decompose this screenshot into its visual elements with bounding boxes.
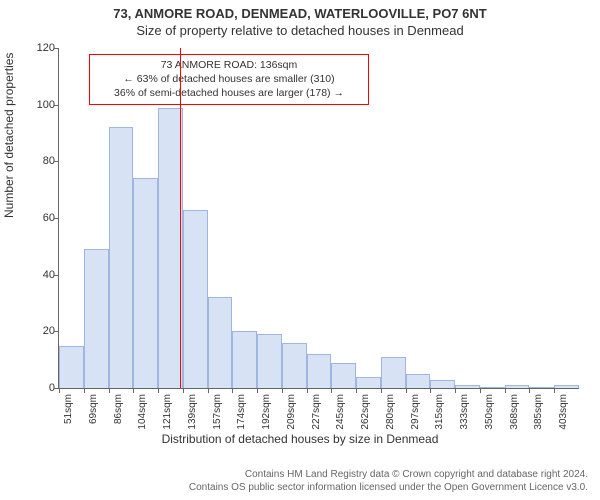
- y-tick-label: 60: [25, 212, 55, 224]
- histogram-bar: [480, 387, 505, 388]
- x-tick-mark: [208, 388, 209, 393]
- histogram-bar: [257, 334, 282, 388]
- x-tick-mark: [505, 388, 506, 393]
- histogram-bar: [356, 377, 381, 388]
- histogram-bar: [381, 357, 406, 388]
- y-tick-label: 20: [25, 325, 55, 337]
- footer-line1: Contains HM Land Registry data © Crown c…: [0, 469, 588, 482]
- x-tick-label: 350sqm: [484, 394, 495, 436]
- histogram-bar: [84, 249, 109, 388]
- x-tick-label: 174sqm: [236, 394, 247, 436]
- histogram-bar: [109, 127, 134, 388]
- y-axis-label: Number of detached properties: [2, 53, 16, 218]
- page-title-line2: Size of property relative to detached ho…: [0, 21, 600, 42]
- x-tick-mark: [59, 388, 60, 393]
- footer-attribution: Contains HM Land Registry data © Crown c…: [0, 469, 588, 494]
- y-tick-mark: [54, 48, 59, 49]
- histogram-bar: [455, 385, 480, 388]
- x-tick-label: 385sqm: [533, 394, 544, 436]
- x-tick-label: 262sqm: [360, 394, 371, 436]
- y-tick-label: 40: [25, 269, 55, 281]
- x-tick-mark: [430, 388, 431, 393]
- subject-marker-line: [180, 48, 181, 388]
- x-tick-mark: [554, 388, 555, 393]
- x-tick-label: 157sqm: [212, 394, 223, 436]
- x-tick-label: 297sqm: [410, 394, 421, 436]
- histogram-bar: [208, 297, 233, 388]
- x-tick-label: 51sqm: [63, 394, 74, 436]
- y-tick-mark: [54, 275, 59, 276]
- y-tick-label: 80: [25, 155, 55, 167]
- y-tick-mark: [54, 331, 59, 332]
- histogram-bar: [133, 178, 158, 388]
- page-title-line1: 73, ANMORE ROAD, DENMEAD, WATERLOOVILLE,…: [0, 0, 600, 21]
- y-tick-mark: [54, 218, 59, 219]
- x-tick-label: 368sqm: [509, 394, 520, 436]
- histogram-bar: [282, 343, 307, 388]
- x-tick-label: 86sqm: [113, 394, 124, 436]
- x-tick-label: 69sqm: [88, 394, 99, 436]
- x-tick-mark: [307, 388, 308, 393]
- x-tick-label: 192sqm: [261, 394, 272, 436]
- x-tick-label: 121sqm: [162, 394, 173, 436]
- y-tick-mark: [54, 105, 59, 106]
- histogram-bar: [183, 210, 208, 389]
- x-tick-label: 280sqm: [385, 394, 396, 436]
- annotation-line2: ← 63% of detached houses are smaller (31…: [96, 72, 362, 86]
- x-tick-mark: [109, 388, 110, 393]
- x-tick-mark: [133, 388, 134, 393]
- histogram-bar: [554, 385, 579, 388]
- x-tick-mark: [529, 388, 530, 393]
- annotation-line1: 73 ANMORE ROAD: 136sqm: [96, 58, 362, 72]
- x-tick-mark: [406, 388, 407, 393]
- x-tick-label: 227sqm: [311, 394, 322, 436]
- x-tick-label: 104sqm: [137, 394, 148, 436]
- chart-container: 73, ANMORE ROAD, DENMEAD, WATERLOOVILLE,…: [0, 0, 600, 500]
- x-tick-mark: [480, 388, 481, 393]
- histogram-bar: [529, 387, 554, 388]
- x-tick-mark: [232, 388, 233, 393]
- x-tick-label: 403sqm: [558, 394, 569, 436]
- y-tick-label: 0: [25, 382, 55, 394]
- histogram-bar: [307, 354, 332, 388]
- x-tick-label: 333sqm: [459, 394, 470, 436]
- x-tick-label: 315sqm: [434, 394, 445, 436]
- x-tick-label: 245sqm: [335, 394, 346, 436]
- histogram-bar: [59, 346, 84, 389]
- histogram-bar: [406, 374, 431, 388]
- histogram-bar: [331, 363, 356, 389]
- histogram-bar: [232, 331, 257, 388]
- plot-area: 73 ANMORE ROAD: 136sqm ← 63% of detached…: [58, 48, 579, 389]
- y-tick-mark: [54, 161, 59, 162]
- x-tick-mark: [183, 388, 184, 393]
- y-tick-label: 100: [25, 99, 55, 111]
- histogram-bar: [430, 380, 455, 389]
- x-tick-mark: [257, 388, 258, 393]
- x-tick-label: 139sqm: [187, 394, 198, 436]
- y-tick-label: 120: [25, 42, 55, 54]
- annotation-line3: 36% of semi-detached houses are larger (…: [96, 86, 362, 100]
- x-tick-mark: [331, 388, 332, 393]
- x-tick-mark: [455, 388, 456, 393]
- x-tick-mark: [158, 388, 159, 393]
- x-tick-mark: [381, 388, 382, 393]
- x-tick-mark: [356, 388, 357, 393]
- annotation-box: 73 ANMORE ROAD: 136sqm ← 63% of detached…: [89, 54, 369, 105]
- x-tick-mark: [84, 388, 85, 393]
- footer-line2: Contains OS public sector information li…: [0, 482, 588, 495]
- x-tick-mark: [282, 388, 283, 393]
- x-tick-label: 209sqm: [286, 394, 297, 436]
- histogram-bar: [505, 385, 530, 388]
- x-axis-label: Distribution of detached houses by size …: [0, 432, 600, 446]
